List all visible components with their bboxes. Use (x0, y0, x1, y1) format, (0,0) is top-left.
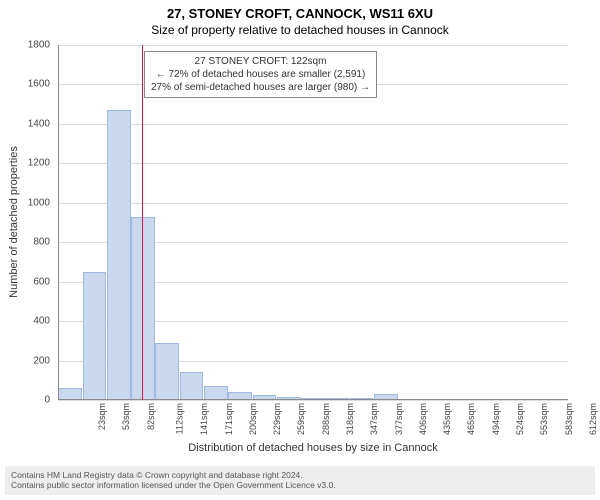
x-tick: 82sqm (146, 403, 156, 430)
axis-line-y (58, 45, 59, 400)
plot-area: 27 STONEY CROFT: 122sqm ← 72% of detache… (58, 45, 568, 400)
x-tick: 23sqm (97, 403, 107, 430)
histogram-bar (83, 272, 107, 400)
x-tick: 53sqm (121, 403, 131, 430)
x-tick: 406sqm (418, 403, 428, 435)
x-axis-label: Distribution of detached houses by size … (58, 442, 568, 454)
x-tick: 494sqm (491, 403, 501, 435)
info-line-3: 27% of semi-detached houses are larger (… (151, 81, 370, 94)
bars-group (58, 45, 568, 400)
x-tick: 200sqm (248, 403, 258, 435)
x-tick: 612sqm (588, 403, 598, 435)
x-tick: 259sqm (296, 403, 306, 435)
y-tick: 1400 (28, 118, 50, 129)
x-tick: 553sqm (539, 403, 549, 435)
y-tick: 800 (33, 237, 50, 248)
x-tick: 171sqm (224, 403, 234, 435)
gridline (58, 400, 568, 401)
y-axis: 020040060080010001200140016001800 (0, 45, 54, 400)
info-line-2: ← 72% of detached houses are smaller (2,… (151, 68, 370, 81)
y-tick: 200 (33, 355, 50, 366)
y-tick: 1200 (28, 158, 50, 169)
axis-line-x (58, 399, 568, 400)
footer: Contains HM Land Registry data © Crown c… (5, 466, 595, 495)
y-tick: 1800 (28, 40, 50, 51)
footer-line-2: Contains public sector information licen… (11, 480, 589, 491)
histogram-bar (155, 343, 179, 400)
x-tick: 288sqm (321, 403, 331, 435)
x-tick: 347sqm (369, 403, 379, 435)
reference-line (142, 45, 143, 400)
x-tick: 583sqm (564, 403, 574, 435)
y-tick: 600 (33, 276, 50, 287)
x-tick: 524sqm (515, 403, 525, 435)
footer-line-1: Contains HM Land Registry data © Crown c… (11, 470, 589, 481)
y-tick: 0 (44, 395, 50, 406)
x-tick: 229sqm (272, 403, 282, 435)
histogram-bar (204, 386, 228, 400)
page-title: 27, STONEY CROFT, CANNOCK, WS11 6XU (0, 0, 600, 21)
x-tick: 112sqm (174, 403, 184, 434)
x-tick: 465sqm (466, 403, 476, 435)
histogram-bar (107, 110, 131, 400)
info-box: 27 STONEY CROFT: 122sqm ← 72% of detache… (144, 51, 377, 98)
x-tick: 435sqm (442, 403, 452, 435)
page-subtitle: Size of property relative to detached ho… (0, 21, 600, 37)
y-tick: 400 (33, 316, 50, 327)
chart-container: 27, STONEY CROFT, CANNOCK, WS11 6XU Size… (0, 0, 600, 500)
x-tick: 318sqm (345, 403, 355, 435)
x-tick: 141sqm (199, 403, 209, 435)
y-tick: 1600 (28, 79, 50, 90)
info-line-1: 27 STONEY CROFT: 122sqm (151, 55, 370, 68)
y-tick: 1000 (28, 197, 50, 208)
x-tick: 377sqm (394, 403, 404, 435)
histogram-bar (180, 372, 204, 400)
